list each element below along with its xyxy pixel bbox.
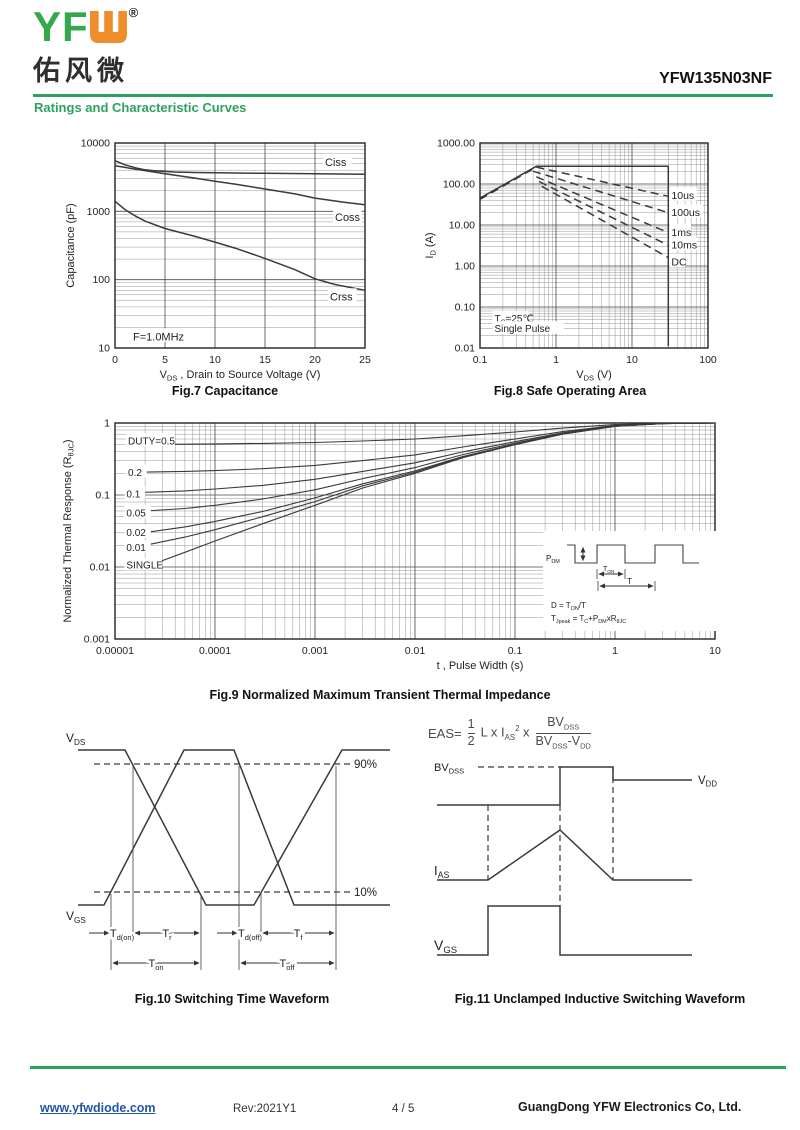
svg-text:0.00001: 0.00001: [96, 645, 134, 657]
part-number: YFW135N03NF: [659, 70, 772, 87]
bvdss-label: BVDSS: [434, 762, 464, 776]
svg-text:DC: DC: [671, 256, 687, 268]
svg-text:0.01: 0.01: [126, 543, 146, 554]
svg-text:0.01: 0.01: [90, 562, 111, 574]
pct10-label: 10%: [354, 887, 377, 899]
t-on-label: Ton: [148, 958, 163, 972]
svg-text:10ms: 10ms: [671, 240, 697, 252]
td-off-label: Td(off): [238, 928, 263, 942]
svg-text:0.001: 0.001: [84, 634, 110, 646]
period-label: T: [627, 577, 632, 586]
svg-text:0.1: 0.1: [473, 354, 488, 366]
svg-text:20: 20: [309, 354, 321, 366]
svg-text:0.05: 0.05: [126, 508, 146, 519]
svg-text:Single Pulse: Single Pulse: [494, 324, 550, 335]
svg-text:1000.00: 1000.00: [437, 138, 475, 150]
pdm-label: PDM: [546, 554, 560, 565]
fig8-caption: Fig.8 Safe Operating Area: [493, 384, 647, 398]
svg-text:1ms: 1ms: [671, 227, 691, 239]
fig10-switching-waveform: VDS VGS 90% 10% Td(on) Tr Td(off) Tf Ton…: [66, 731, 390, 975]
svg-text:0.10: 0.10: [455, 302, 476, 314]
fig11-caption: Fig.11 Unclamped Inductive Switching Wav…: [454, 992, 746, 1006]
fig11-uis-waveform: BVDSS VDD IAS VGS: [434, 762, 717, 956]
svg-text:0.1: 0.1: [126, 490, 140, 501]
logo-yf-text: YF: [33, 3, 89, 50]
svg-text:10: 10: [209, 354, 221, 366]
svg-text:0.1: 0.1: [508, 645, 523, 657]
yfw-logo: YF ® 佑风微: [33, 6, 138, 88]
svg-text:ID (A): ID (A): [424, 232, 438, 258]
vds-label: VDS: [66, 731, 86, 747]
svg-text:10: 10: [709, 645, 721, 657]
svg-text:0.02: 0.02: [126, 528, 146, 539]
svg-text:1.00: 1.00: [455, 261, 476, 273]
fig7-caption: Fig.7 Capacitance: [171, 384, 279, 398]
duty-equation: D = TON/T: [551, 601, 586, 612]
svg-text:5: 5: [162, 354, 168, 366]
revision-label: Rev:2021Y1: [233, 1103, 297, 1115]
svg-text:1: 1: [104, 418, 110, 430]
header-rule: [33, 94, 773, 97]
svg-text:Coss: Coss: [335, 212, 361, 224]
svg-text:Ciss: Ciss: [325, 157, 347, 169]
td-on-label: Td(on): [110, 928, 135, 942]
vdd-label: VDD: [698, 775, 717, 789]
svg-text:100: 100: [699, 354, 717, 366]
registered-mark: ®: [128, 5, 139, 20]
svg-text:10000: 10000: [81, 138, 110, 150]
svg-text:10us: 10us: [671, 190, 694, 202]
thermal-inset: PDM TON T D = TON/T TJpeak = TC+PDMxRθJC: [543, 531, 719, 631]
svg-text:10.00: 10.00: [449, 220, 475, 232]
footer-rule: [30, 1066, 786, 1069]
svg-text:0.01: 0.01: [455, 343, 476, 355]
svg-text:1: 1: [612, 645, 618, 657]
svg-text:DUTY=0.5: DUTY=0.5: [128, 436, 175, 447]
vgs-label-fig11: VGS: [434, 937, 457, 956]
svg-text:100.00: 100.00: [443, 179, 475, 191]
svg-text:VDS , Drain to Source Voltage: VDS , Drain to Source Voltage (V): [160, 369, 321, 383]
svg-text:0.0001: 0.0001: [199, 645, 231, 657]
svg-text:F=1.0MHz: F=1.0MHz: [133, 331, 184, 343]
svg-text:0.1: 0.1: [95, 490, 110, 502]
svg-text:15: 15: [259, 354, 271, 366]
tjpeak-equation: TJpeak = TC+PDMxRθJC: [551, 614, 626, 625]
svg-text:0.2: 0.2: [128, 468, 142, 479]
website-link[interactable]: www.yfwdiode.com: [40, 1101, 156, 1115]
svg-text:0: 0: [112, 354, 118, 366]
ton-label: TON: [603, 566, 615, 575]
logo-chinese-text: 佑风微: [33, 56, 129, 86]
ias-label: IAS: [434, 863, 450, 880]
tf-label: Tf: [294, 928, 304, 942]
svg-text:SINGLE: SINGLE: [126, 561, 163, 572]
page-number: 4 / 5: [392, 1103, 415, 1115]
svg-text:Crss: Crss: [330, 291, 353, 303]
logo-w-icon: [89, 11, 127, 43]
svg-text:Normalized Thermal Response (R: Normalized Thermal Response (RθJC): [62, 439, 76, 622]
svg-text:Capacitance (pF): Capacitance (pF): [65, 203, 77, 287]
tr-label: Tr: [162, 928, 172, 942]
fig10-caption: Fig.10 Switching Time Waveform: [134, 992, 330, 1006]
company-name: GuangDong YFW Electronics Co, Ltd.: [518, 1100, 742, 1114]
svg-text:1: 1: [553, 354, 559, 366]
svg-text:100us: 100us: [671, 207, 700, 219]
svg-text:VDS (V): VDS (V): [576, 369, 612, 383]
vgs-label: VGS: [66, 909, 86, 925]
svg-text:0.001: 0.001: [302, 645, 328, 657]
svg-text:1000: 1000: [87, 206, 111, 218]
svg-text:t , Pulse Width (s): t , Pulse Width (s): [437, 660, 524, 672]
section-title: Ratings and Characteristic Curves: [34, 100, 247, 115]
t-off-label: Toff: [280, 958, 296, 972]
fig9-caption: Fig.9 Normalized Maximum Transient Therm…: [209, 688, 551, 702]
svg-text:100: 100: [92, 274, 110, 286]
svg-text:10: 10: [98, 343, 110, 355]
pct90-label: 90%: [354, 759, 377, 771]
svg-text:10: 10: [626, 354, 638, 366]
svg-text:0.01: 0.01: [405, 645, 426, 657]
svg-text:25: 25: [359, 354, 371, 366]
fig7-capacitance-chart: Ciss Coss Crss F=1.0MHz 0 5 10 15 20 25 10 100 1000 1…: [65, 138, 371, 383]
